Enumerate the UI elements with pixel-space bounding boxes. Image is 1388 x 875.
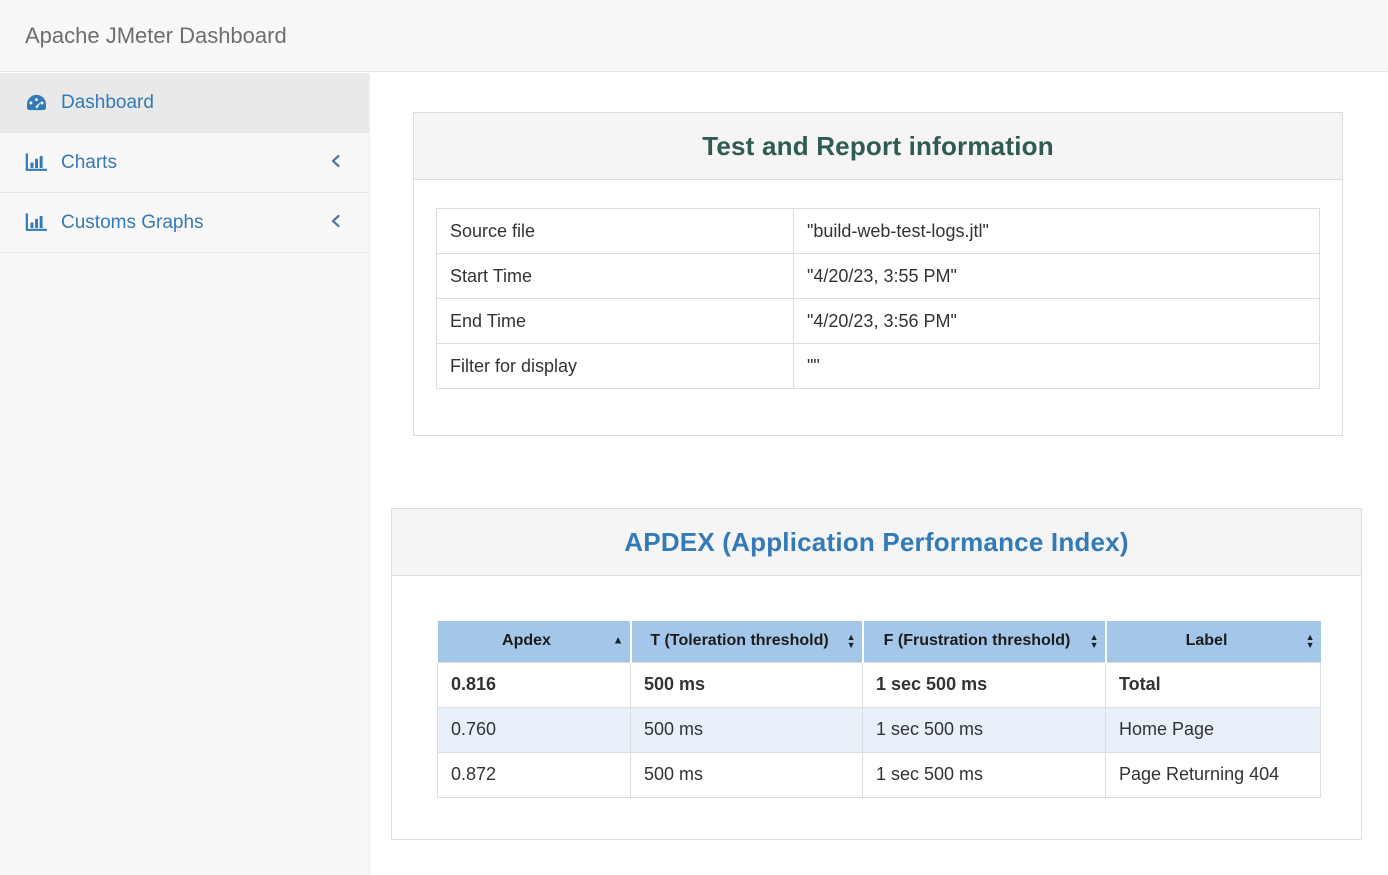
sort-asc-icon: ▲ xyxy=(612,634,624,647)
tachometer-icon xyxy=(24,93,48,112)
test-info-table: Source file "build-web-test-logs.jtl" St… xyxy=(436,208,1320,389)
panel-title: Test and Report information xyxy=(702,130,1054,161)
sidebar-item-label: Charts xyxy=(61,151,117,173)
table-header-row: Apdex ▲ T (Toleration threshold) ▲ ▼ F (F… xyxy=(437,621,1321,662)
panel-test-info: Test and Report information Source file … xyxy=(413,112,1343,436)
bar-chart-icon xyxy=(24,213,48,232)
sidebar-item-charts[interactable]: Charts xyxy=(0,133,369,193)
cell-toleration: 500 ms xyxy=(630,751,863,798)
table-row: 0.872 500 ms 1 sec 500 ms Page Returning… xyxy=(437,751,1321,798)
cell-toleration: 500 ms xyxy=(630,706,863,753)
chevron-left-icon xyxy=(330,152,341,174)
bar-chart-icon xyxy=(24,153,48,172)
info-value-cell: "build-web-test-logs.jtl" xyxy=(793,208,1320,254)
sidebar-item-dashboard[interactable]: Dashboard xyxy=(0,73,369,133)
sort-both-icon: ▲ ▼ xyxy=(1089,632,1099,651)
cell-label: Page Returning 404 xyxy=(1105,751,1321,798)
info-label-cell: End Time xyxy=(436,298,794,344)
sidebar: Dashboard Charts Customs xyxy=(0,73,370,875)
cell-apdex: 0.872 xyxy=(437,751,631,798)
column-header-toleration[interactable]: T (Toleration threshold) ▲ ▼ xyxy=(630,621,864,662)
cell-apdex: 0.760 xyxy=(437,706,631,753)
panel-heading: Test and Report information xyxy=(414,113,1342,180)
cell-apdex: 0.816 xyxy=(437,661,631,708)
sidebar-item-label: Customs Graphs xyxy=(61,211,204,233)
app-header: Apache JMeter Dashboard xyxy=(0,0,1388,72)
sidebar-item-label: Dashboard xyxy=(61,91,154,113)
cell-frustration: 1 sec 500 ms xyxy=(862,661,1106,708)
cell-frustration: 1 sec 500 ms xyxy=(862,706,1106,753)
table-row: Filter for display "" xyxy=(436,343,1320,389)
column-header-label[interactable]: Label ▲ ▼ xyxy=(1105,621,1321,662)
sort-both-icon: ▲ ▼ xyxy=(1305,632,1315,651)
info-value-cell: "4/20/23, 3:56 PM" xyxy=(793,298,1320,344)
cell-frustration: 1 sec 500 ms xyxy=(862,751,1106,798)
sort-both-icon: ▲ ▼ xyxy=(846,632,856,651)
sidebar-item-customs-graphs[interactable]: Customs Graphs xyxy=(0,193,369,253)
table-row: Start Time "4/20/23, 3:55 PM" xyxy=(436,253,1320,299)
panel-heading: APDEX (Application Performance Index) xyxy=(392,509,1361,576)
apdex-table: Apdex ▲ T (Toleration threshold) ▲ ▼ F (F… xyxy=(437,621,1321,798)
info-value-cell: "4/20/23, 3:55 PM" xyxy=(793,253,1320,299)
panel-apdex: APDEX (Application Performance Index) Ap… xyxy=(391,508,1362,840)
info-value-cell: "" xyxy=(793,343,1320,389)
column-header-apdex[interactable]: Apdex ▲ xyxy=(437,621,632,662)
table-row: 0.760 500 ms 1 sec 500 ms Home Page xyxy=(437,706,1321,753)
table-row: End Time "4/20/23, 3:56 PM" xyxy=(436,298,1320,344)
info-label-cell: Source file xyxy=(436,208,794,254)
table-row: 0.816 500 ms 1 sec 500 ms Total xyxy=(437,661,1321,708)
column-header-frustration[interactable]: F (Frustration threshold) ▲ ▼ xyxy=(862,621,1107,662)
cell-label: Total xyxy=(1105,661,1321,708)
app-title: Apache JMeter Dashboard xyxy=(25,23,287,48)
cell-toleration: 500 ms xyxy=(630,661,863,708)
main-content: Test and Report information Source file … xyxy=(371,73,1388,875)
table-row: Source file "build-web-test-logs.jtl" xyxy=(436,208,1320,254)
info-label-cell: Start Time xyxy=(436,253,794,299)
chevron-left-icon xyxy=(330,212,341,234)
cell-label: Home Page xyxy=(1105,706,1321,753)
info-label-cell: Filter for display xyxy=(436,343,794,389)
panel-title: APDEX (Application Performance Index) xyxy=(624,526,1129,557)
